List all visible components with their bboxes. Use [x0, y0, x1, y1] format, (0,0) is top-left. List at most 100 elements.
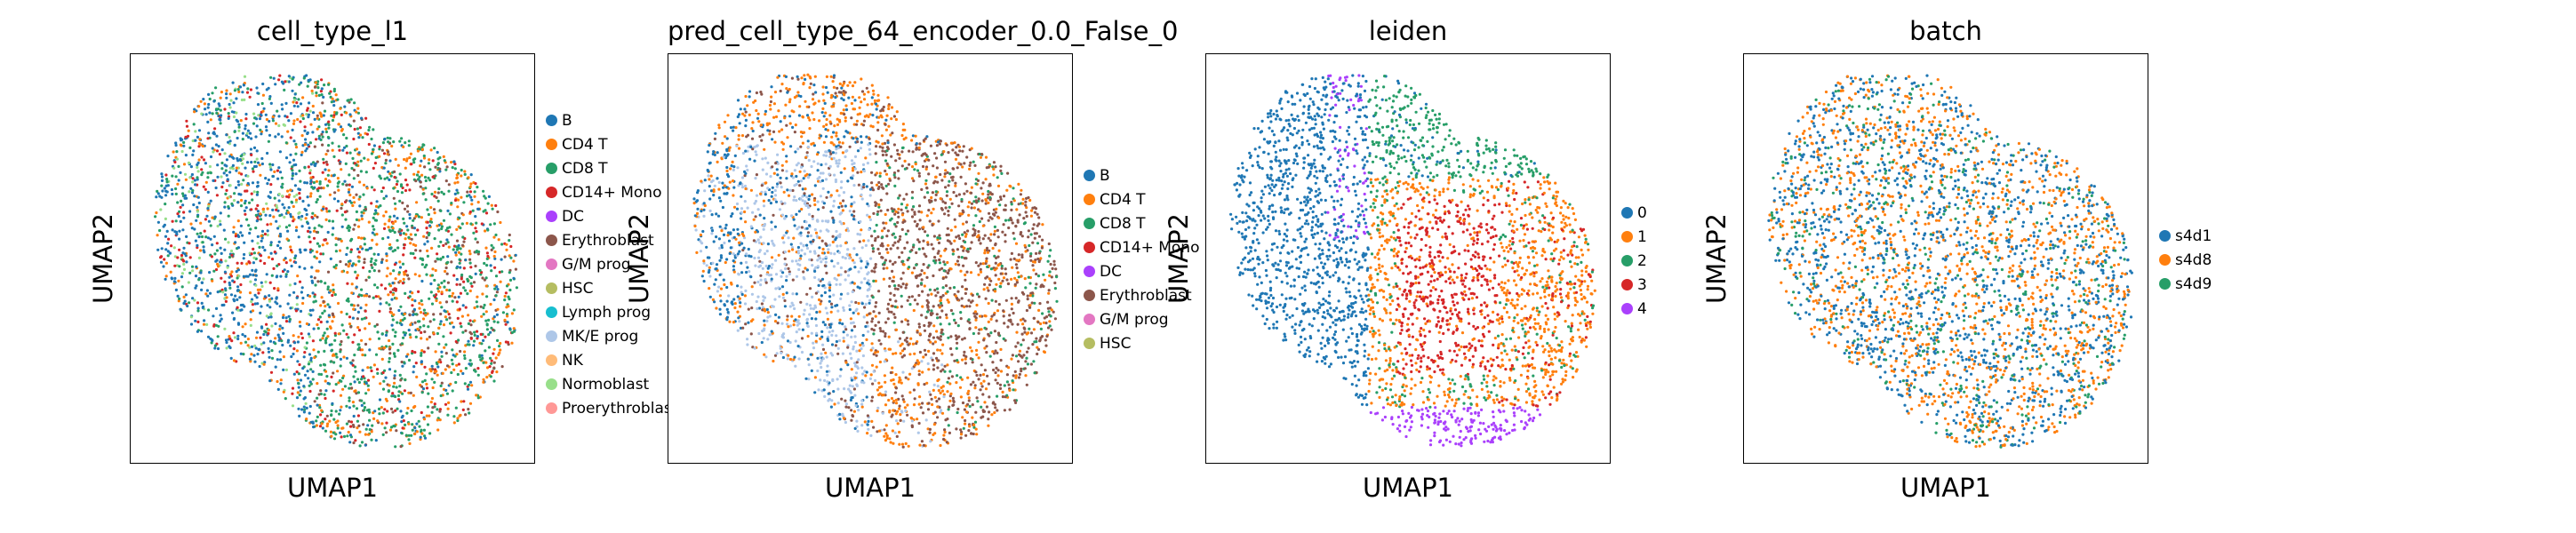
scatter-point — [254, 164, 258, 168]
scatter-point — [181, 186, 185, 189]
scatter-point — [492, 320, 496, 323]
scatter-point — [439, 312, 443, 316]
scatter-point — [268, 97, 271, 100]
scatter-point — [460, 222, 464, 226]
scatter-point — [862, 315, 866, 319]
scatter-point — [260, 101, 264, 106]
scatter-point — [428, 320, 432, 323]
scatter-point — [910, 139, 914, 142]
scatter-point — [274, 322, 277, 325]
scatter-point — [329, 430, 332, 434]
scatter-point — [832, 143, 836, 147]
scatter-point — [893, 241, 897, 244]
scatter-point — [972, 224, 976, 227]
scatter-point — [186, 134, 190, 138]
scatter-point — [360, 348, 364, 352]
scatter-point — [407, 329, 411, 332]
scatter-point — [303, 248, 307, 251]
scatter-point — [355, 392, 358, 395]
scatter-point — [244, 199, 247, 203]
scatter-point — [324, 178, 328, 181]
scatter-point — [404, 179, 408, 182]
scatter-point — [506, 314, 509, 318]
scatter-point — [229, 249, 234, 253]
scatter-point — [935, 330, 939, 333]
scatter-point — [240, 98, 244, 102]
scatter-point — [864, 374, 868, 378]
scatter-point — [953, 141, 956, 145]
scatter-point — [917, 146, 921, 149]
scatter-point — [207, 131, 211, 135]
scatter-point — [932, 363, 936, 367]
scatter-point — [418, 306, 421, 310]
scatter-point — [249, 280, 252, 283]
scatter-point — [274, 300, 277, 304]
scatter-point — [360, 378, 364, 381]
scatter-point — [964, 291, 967, 295]
scatter-point — [481, 276, 484, 280]
scatter-point — [318, 406, 322, 410]
scatter-point — [177, 299, 180, 303]
scatter-point — [783, 251, 788, 254]
scatter-point — [427, 162, 430, 165]
scatter-point — [237, 129, 241, 132]
scatter-point — [403, 389, 406, 393]
scatter-point — [431, 367, 435, 371]
scatter-point — [458, 216, 461, 220]
scatter-point — [447, 183, 451, 187]
scatter-point — [291, 171, 294, 175]
scatter-point — [308, 240, 312, 243]
scatter-point — [191, 297, 195, 300]
scatter-point — [859, 233, 862, 236]
scatter-point — [918, 219, 922, 222]
scatter-point — [353, 380, 356, 384]
scatter-point — [903, 219, 907, 223]
scatter-point — [308, 404, 312, 409]
scatter-point — [703, 189, 707, 193]
scatter-point — [475, 221, 478, 225]
scatter-point — [478, 268, 482, 273]
scatter-point — [876, 406, 880, 410]
scatter-point — [374, 353, 379, 356]
scatter-point — [227, 205, 230, 209]
scatter-point — [249, 227, 252, 231]
scatter-point — [304, 149, 308, 153]
scatter-point — [405, 411, 409, 415]
scatter-point — [357, 329, 362, 332]
scatter-point — [296, 340, 300, 344]
scatter-point — [170, 277, 174, 281]
scatter-point — [313, 255, 316, 259]
scatter-point — [269, 251, 273, 255]
scatter-point — [324, 341, 328, 345]
scatter-point — [851, 259, 854, 262]
scatter-point — [998, 203, 1002, 207]
scatter-point — [483, 261, 486, 266]
scatter-point — [164, 274, 168, 278]
scatter-point — [213, 215, 217, 219]
scatter-point — [949, 141, 953, 145]
scatter-point — [832, 85, 836, 89]
scatter-point — [423, 165, 427, 169]
scatter-point — [884, 128, 888, 131]
scatter-point — [905, 340, 908, 344]
scatter-point — [194, 139, 197, 142]
scatter-point — [182, 144, 186, 147]
scatter-point — [719, 287, 724, 290]
scatter-point — [1047, 310, 1051, 314]
scatter-point — [291, 165, 294, 169]
scatter-point — [456, 418, 460, 423]
scatter-point — [350, 185, 354, 188]
scatter-point — [250, 208, 253, 211]
scatter-point — [393, 230, 396, 235]
scatter-point — [831, 151, 835, 155]
scatter-point — [1053, 281, 1057, 285]
scatter-point — [472, 339, 476, 343]
scatter-point — [812, 341, 815, 345]
scatter-point — [514, 253, 517, 257]
scatter-point — [438, 410, 442, 413]
scatter-point — [339, 343, 342, 346]
scatter-point — [971, 416, 974, 419]
scatter-point — [330, 100, 333, 104]
scatter-point — [326, 303, 330, 306]
scatter-point — [324, 168, 327, 171]
